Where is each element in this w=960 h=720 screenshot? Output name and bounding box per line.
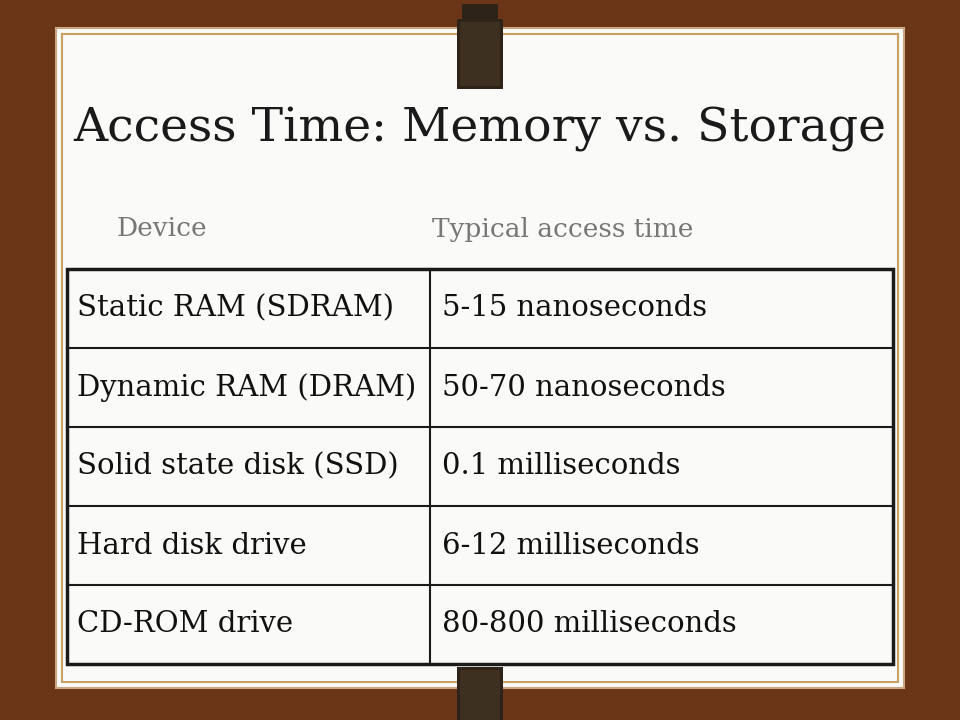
Text: Device: Device	[117, 217, 207, 241]
Bar	[462, 4, 498, 22]
Bar	[460, 22, 500, 86]
Text: Hard disk drive: Hard disk drive	[77, 531, 307, 559]
Text: 0.1 milliseconds: 0.1 milliseconds	[443, 452, 681, 480]
Text: Dynamic RAM (DRAM): Dynamic RAM (DRAM)	[77, 373, 417, 402]
Text: Typical access time: Typical access time	[432, 217, 693, 241]
Text: 5-15 nanoseconds: 5-15 nanoseconds	[443, 294, 708, 323]
Text: Access Time: Memory vs. Storage: Access Time: Memory vs. Storage	[74, 107, 886, 152]
Bar	[62, 34, 898, 682]
Text: 80-800 milliseconds: 80-800 milliseconds	[443, 611, 737, 639]
Text: Solid state disk (SSD): Solid state disk (SSD)	[77, 452, 398, 480]
Bar	[56, 28, 904, 688]
Text: 6-12 milliseconds: 6-12 milliseconds	[443, 531, 700, 559]
Text: CD-ROM drive: CD-ROM drive	[77, 611, 293, 639]
Bar	[457, 19, 503, 89]
Bar	[457, 667, 503, 720]
Bar	[67, 269, 893, 664]
Bar	[460, 670, 500, 720]
Text: 50-70 nanoseconds: 50-70 nanoseconds	[443, 374, 726, 402]
Text: Static RAM (SDRAM): Static RAM (SDRAM)	[77, 294, 394, 323]
Bar	[462, 694, 498, 712]
